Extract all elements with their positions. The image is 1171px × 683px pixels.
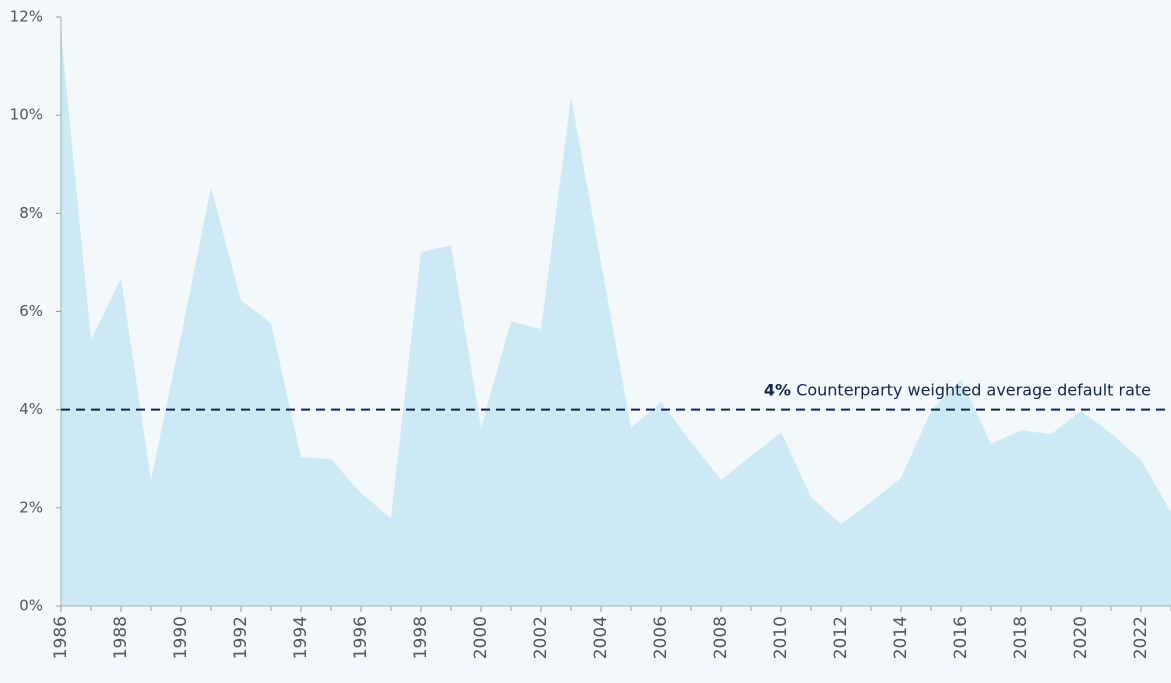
x-tick-label: 2018 bbox=[1011, 616, 1031, 659]
x-tick-label: 1986 bbox=[51, 616, 71, 659]
y-tick-label: 0% bbox=[19, 597, 43, 615]
y-tick-label: 4% bbox=[19, 400, 43, 418]
x-tick-label: 2014 bbox=[891, 616, 911, 659]
reference-text: Counterparty weighted average default ra… bbox=[796, 380, 1151, 399]
reference-label: 4% Counterparty weighted average default… bbox=[764, 380, 1151, 399]
x-tick-label: 1992 bbox=[231, 616, 251, 659]
x-tick-label: 1996 bbox=[351, 616, 371, 659]
y-tick-label: 2% bbox=[19, 498, 43, 516]
reference-value-label: 4% bbox=[764, 380, 791, 399]
x-tick-label: 2012 bbox=[831, 616, 851, 659]
x-tick-label: 2010 bbox=[771, 616, 791, 659]
x-tick-label: 1998 bbox=[411, 616, 431, 659]
x-tick-label: 1990 bbox=[171, 616, 191, 659]
y-tick-label: 6% bbox=[19, 302, 43, 320]
y-tick-label: 12% bbox=[10, 8, 43, 26]
x-tick-label: 2022 bbox=[1131, 616, 1151, 659]
x-tick-label: 2000 bbox=[471, 616, 491, 659]
x-tick-label: 2004 bbox=[591, 616, 611, 659]
x-tick-label: 2016 bbox=[951, 616, 971, 659]
x-tick-label: 2020 bbox=[1071, 616, 1091, 659]
y-tick-label: 8% bbox=[19, 204, 43, 222]
x-tick-label: 2006 bbox=[651, 616, 671, 659]
x-tick-label: 1988 bbox=[111, 616, 131, 659]
x-tick-label: 1994 bbox=[291, 616, 311, 659]
y-tick-label: 10% bbox=[10, 106, 43, 124]
x-tick-label: 2008 bbox=[711, 616, 731, 659]
x-tick-label: 2002 bbox=[531, 616, 551, 659]
area bbox=[61, 31, 1171, 607]
